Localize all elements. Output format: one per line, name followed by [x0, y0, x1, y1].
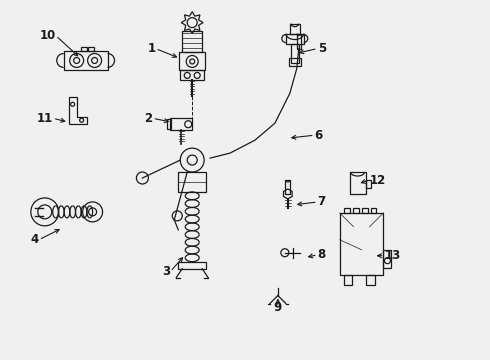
Bar: [182, 31, 202, 53]
Bar: [384, 250, 392, 268]
Bar: [297, 33, 301, 49]
Bar: [285, 180, 290, 194]
Bar: [167, 119, 171, 129]
Text: 9: 9: [274, 301, 282, 314]
Text: 1: 1: [147, 42, 155, 55]
Bar: [291, 44, 299, 63]
Text: 10: 10: [40, 29, 56, 42]
Bar: [81, 46, 87, 51]
Bar: [349, 172, 366, 194]
Bar: [343, 275, 352, 285]
Text: 6: 6: [315, 129, 323, 142]
Text: 3: 3: [162, 265, 171, 278]
Bar: [353, 208, 359, 213]
Bar: [343, 208, 349, 213]
Bar: [64, 50, 107, 71]
Text: 4: 4: [30, 233, 39, 246]
Text: 8: 8: [318, 248, 326, 261]
Bar: [178, 262, 206, 269]
Bar: [290, 24, 300, 33]
Bar: [370, 208, 376, 213]
Text: 7: 7: [318, 195, 326, 208]
Bar: [179, 53, 205, 71]
Text: 5: 5: [318, 42, 326, 55]
Bar: [178, 172, 206, 192]
Bar: [366, 180, 370, 188]
Bar: [88, 46, 94, 51]
Bar: [362, 208, 368, 213]
Text: 11: 11: [36, 112, 53, 125]
Bar: [366, 275, 375, 285]
Bar: [340, 213, 384, 275]
Bar: [286, 33, 304, 44]
Text: 13: 13: [385, 249, 401, 262]
Text: 12: 12: [369, 174, 386, 186]
Text: 2: 2: [144, 112, 152, 125]
Bar: [180, 71, 204, 80]
Bar: [289, 58, 301, 67]
Bar: [171, 118, 192, 130]
